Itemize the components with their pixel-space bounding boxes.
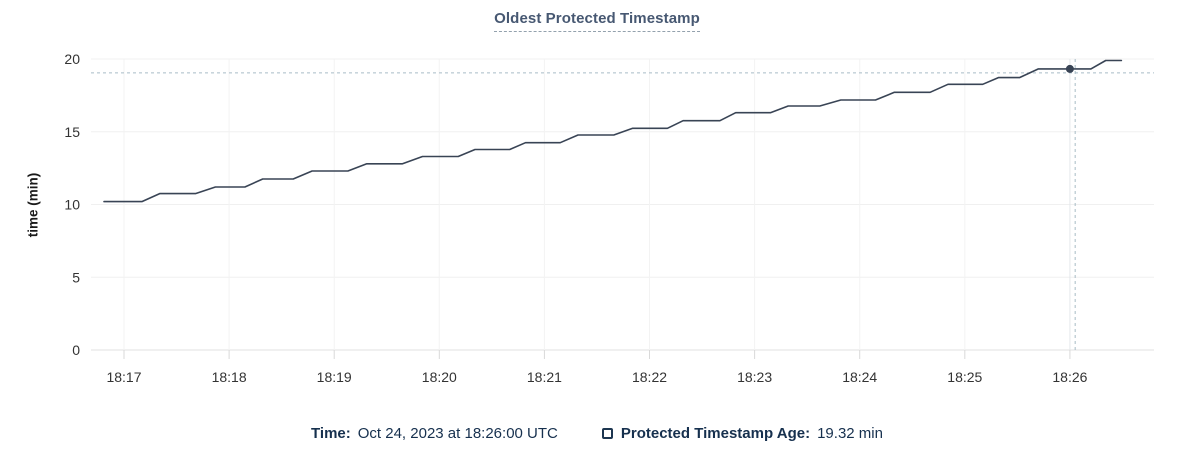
x-tick-label: 18:18 bbox=[212, 369, 247, 385]
legend-series-label: Protected Timestamp Age: bbox=[620, 424, 811, 442]
legend-series-group: Protected Timestamp Age: 19.32 min bbox=[601, 424, 883, 442]
x-tick-label: 18:17 bbox=[106, 369, 141, 385]
timeseries-chart[interactable]: 0 5 10 15 20 18:17 18:18 18:19 18:20 18:21 18:22 18… bbox=[0, 0, 1194, 412]
x-tick-label: 18:19 bbox=[317, 369, 352, 385]
y-tick-label: 15 bbox=[64, 124, 80, 140]
hover-point-dot bbox=[1065, 64, 1074, 73]
y-tick-label: 10 bbox=[64, 197, 80, 213]
y-tick-label: 5 bbox=[72, 269, 80, 285]
x-tick-label: 18:20 bbox=[422, 369, 457, 385]
legend-time-group: Time: Oct 24, 2023 at 18:26:00 UTC bbox=[311, 425, 558, 442]
legend-time-label: Time: bbox=[311, 424, 351, 442]
series-toggle-checkbox[interactable] bbox=[601, 427, 613, 439]
x-tick-label: 18:24 bbox=[842, 369, 877, 385]
chart-legend: Time: Oct 24, 2023 at 18:26:00 UTC Prote… bbox=[0, 420, 1194, 446]
x-tick-label: 18:23 bbox=[737, 369, 772, 385]
y-tick-label: 0 bbox=[72, 342, 80, 358]
legend-series-value: 19.32 min bbox=[817, 424, 883, 442]
y-axis-label: time (min) bbox=[25, 172, 41, 238]
y-tick-label: 20 bbox=[64, 51, 80, 67]
legend-time-value: Oct 24, 2023 at 18:26:00 UTC bbox=[357, 424, 558, 442]
x-tick-label: 18:22 bbox=[632, 369, 667, 385]
x-tick-label: 18:25 bbox=[947, 369, 982, 385]
chart-header: Oldest Protected Timestamp bbox=[0, 10, 1194, 32]
series-line bbox=[103, 59, 1123, 203]
x-tick-label: 18:26 bbox=[1052, 369, 1087, 385]
x-tick-label: 18:21 bbox=[527, 369, 562, 385]
chart-title[interactable]: Oldest Protected Timestamp bbox=[494, 10, 700, 32]
